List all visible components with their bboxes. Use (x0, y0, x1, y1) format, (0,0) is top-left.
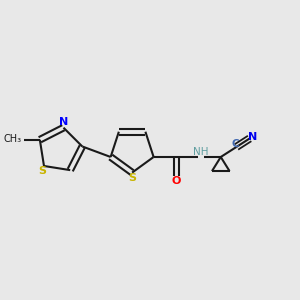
Text: N: N (59, 117, 68, 128)
Text: S: S (39, 166, 47, 176)
Text: C: C (231, 140, 239, 149)
Text: S: S (128, 173, 136, 183)
Text: N: N (248, 132, 257, 142)
Text: CH₃: CH₃ (4, 134, 22, 144)
Text: NH: NH (193, 147, 208, 157)
Text: O: O (172, 176, 181, 186)
